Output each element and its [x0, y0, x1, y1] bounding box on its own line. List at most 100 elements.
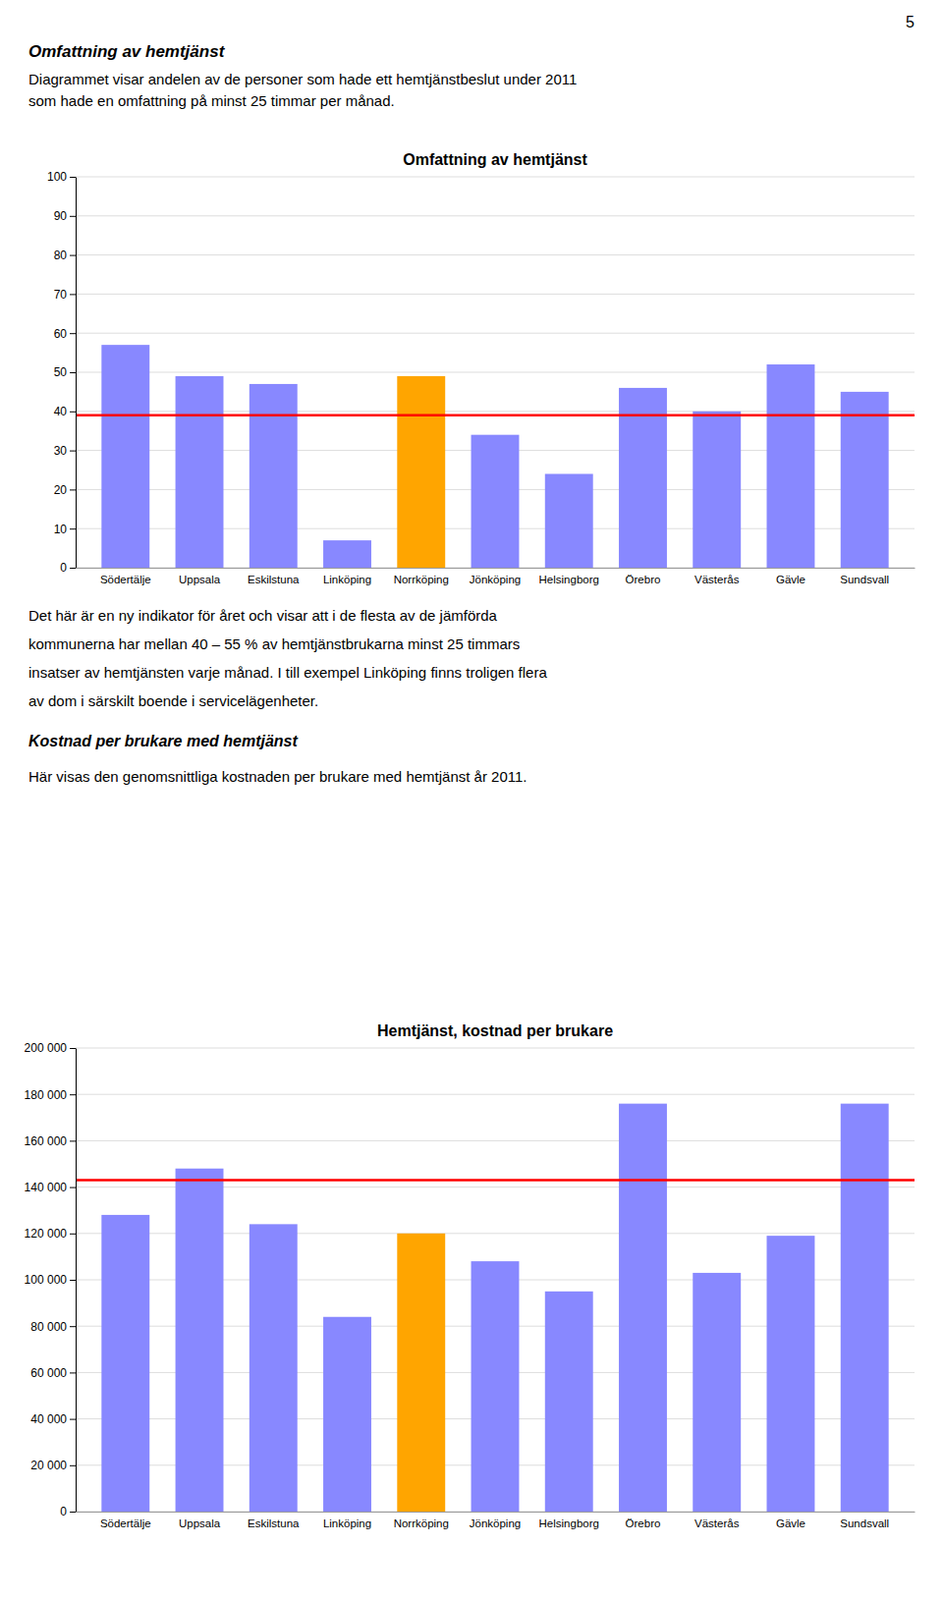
y-tick-mark: [69, 1187, 76, 1189]
body-text-line: kommunerna har mellan 40 – 55 % av hemtj…: [28, 635, 520, 653]
x-tick-label: Västerås: [694, 1517, 740, 1530]
y-tick-mark: [69, 1140, 76, 1142]
bar: [323, 1317, 372, 1512]
y-tick-label: 20 000: [30, 1458, 67, 1473]
x-tick-label: Linköping: [323, 1517, 372, 1530]
bar: [767, 1235, 816, 1512]
x-tick: Helsingborg: [539, 573, 600, 586]
x-tick: Södertälje: [100, 573, 152, 586]
y-tick: 10: [54, 522, 76, 537]
subtitle-line: som hade en omfattning på minst 25 timma…: [28, 92, 395, 110]
grid: [75, 1048, 915, 1512]
x-tick-label: Jönköping: [469, 573, 521, 586]
x-tick-label: Sundsvall: [839, 1517, 889, 1530]
y-tick: 50: [54, 365, 76, 380]
x-tick: Jönköping: [469, 1517, 521, 1530]
y-tick-mark: [69, 1419, 76, 1421]
x-tick: Eskilstuna: [247, 1517, 300, 1530]
chart: Omfattning av hemtjänst 0 10 20 30 40 50 60 70 80…: [47, 151, 916, 586]
page-text: 5Omfattning av hemtjänstDiagrammet visar…: [28, 13, 915, 785]
y-tick: 100: [47, 169, 76, 184]
y-tick: 40 000: [30, 1412, 76, 1427]
bar: [323, 540, 372, 568]
x-tick: Linköping: [323, 1517, 372, 1530]
x-tick: Norrköping: [393, 573, 449, 586]
y-tick-label: 0: [59, 560, 67, 575]
y-tick-mark: [69, 1372, 76, 1374]
x-tick-label: Helsingborg: [539, 573, 600, 586]
y-tick-mark: [69, 1511, 76, 1513]
grid-line: [75, 1094, 915, 1096]
y-tick-mark: [69, 450, 76, 452]
bar: [692, 1273, 741, 1512]
page: 5Omfattning av hemtjänstDiagrammet visar…: [0, 0, 943, 1600]
x-axis: SödertäljeUppsalaEskilstunaLinköpingNorr…: [76, 568, 916, 587]
y-tick: 60: [54, 327, 76, 341]
section-title: Kostnad per brukare med hemtjänst: [28, 732, 299, 750]
x-tick: Eskilstuna: [247, 573, 300, 586]
y-tick-label: 80: [54, 248, 68, 263]
x-tick-label: Eskilstuna: [247, 1517, 300, 1530]
y-tick-mark: [69, 255, 76, 257]
grid-line: [75, 254, 915, 256]
plot-area: [75, 1104, 915, 1512]
x-tick: Örebro: [625, 573, 662, 586]
x-tick-label: Norrköping: [393, 1517, 449, 1530]
y-tick: 0: [59, 1504, 76, 1519]
y-tick-mark: [69, 528, 76, 530]
bar: [840, 1104, 889, 1512]
y-tick-label: 20: [54, 483, 68, 498]
body-text-line: av dom i särskilt boende i servicelägenh…: [28, 692, 319, 710]
y-tick-label: 30: [54, 443, 68, 458]
grid-line: [75, 332, 915, 334]
x-tick: Västerås: [694, 1517, 740, 1530]
y-tick-label: 200 000: [24, 1041, 68, 1055]
y-tick-mark: [69, 1233, 76, 1235]
y-tick-label: 40: [54, 404, 68, 419]
x-tick: Gävle: [776, 1517, 806, 1530]
y-tick-mark: [69, 332, 76, 334]
bar: [545, 1291, 594, 1512]
y-tick-label: 10: [54, 522, 68, 537]
bar: [101, 1215, 150, 1512]
x-tick-label: Sundsvall: [839, 573, 889, 586]
y-tick-mark: [69, 1326, 76, 1328]
y-tick-label: 140 000: [24, 1180, 68, 1195]
bar: [471, 1261, 520, 1512]
chart-title: Hemtjänst, kostnad per brukare: [377, 1022, 613, 1040]
y-tick-mark: [69, 216, 76, 218]
x-tick: Norrköping: [393, 1517, 449, 1530]
grid-line: [75, 1140, 915, 1142]
y-tick-label: 40 000: [30, 1412, 67, 1427]
chart-title: Omfattning av hemtjänst: [402, 151, 588, 168]
y-tick: 90: [54, 209, 76, 223]
x-tick: Uppsala: [178, 1517, 222, 1530]
chart: Hemtjänst, kostnad per brukare 0 20 000 40 …: [24, 1022, 916, 1530]
bar: [767, 364, 816, 568]
y-axis-line: [75, 177, 77, 569]
x-tick-label: Gävle: [776, 573, 806, 586]
y-tick-label: 60 000: [30, 1366, 67, 1381]
body-text-line: Det här är en ny indikator för året och …: [28, 607, 499, 624]
bar: [396, 1233, 445, 1512]
x-tick-label: Norrköping: [393, 573, 449, 586]
bar: [175, 376, 224, 568]
bar: [840, 391, 889, 568]
y-tick: 0: [59, 560, 76, 575]
x-tick-label: Helsingborg: [539, 1517, 600, 1530]
x-tick: Jönköping: [469, 573, 521, 586]
grid-line: [75, 215, 915, 217]
y-tick-label: 160 000: [24, 1134, 68, 1149]
y-tick: 20 000: [30, 1458, 76, 1473]
y-tick: 70: [54, 287, 76, 302]
x-tick: Västerås: [694, 573, 740, 586]
y-tick-mark: [69, 1094, 76, 1096]
y-tick: 60 000: [30, 1366, 76, 1381]
x-tick: Sundsvall: [839, 1517, 889, 1530]
bar: [101, 344, 150, 568]
x-tick-label: Örebro: [625, 573, 662, 586]
y-axis: 020 00040 00060 00080 000100 000120 0001…: [24, 1041, 77, 1519]
y-tick: 80: [54, 248, 76, 263]
body-text-line: insatser av hemtjänsten varje månad. I t…: [28, 664, 548, 681]
y-tick-mark: [69, 411, 76, 413]
